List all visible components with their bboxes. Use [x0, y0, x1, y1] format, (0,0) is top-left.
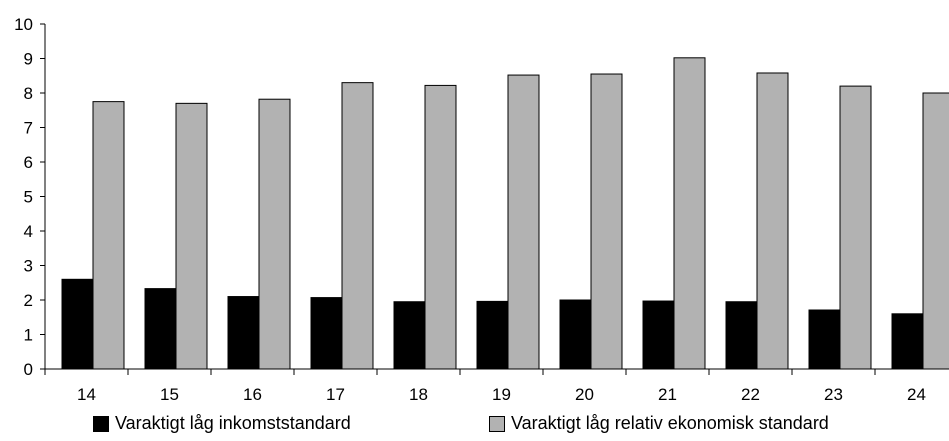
bar-series-1-15 — [144, 288, 177, 370]
x-tick-label-22: 22 — [741, 385, 760, 404]
legend-label-series-2: Varaktigt låg relativ ekonomisk standard — [511, 413, 829, 433]
bar-series-2-20 — [590, 73, 623, 370]
x-tick-label-19: 19 — [492, 385, 511, 404]
y-tick-label-10: 10 — [14, 15, 33, 34]
x-tick-label-23: 23 — [824, 385, 843, 404]
bar-series-1-24 — [891, 313, 924, 370]
y-tick-label-7: 7 — [24, 119, 33, 138]
bar-series-1-18 — [393, 301, 426, 370]
x-tick-label-20: 20 — [575, 385, 594, 404]
y-tick-label-6: 6 — [24, 153, 33, 172]
x-tick-label-16: 16 — [243, 385, 262, 404]
x-tick-label-24: 24 — [907, 385, 926, 404]
bar-series-1-22 — [725, 301, 758, 370]
bar-series-1-21 — [642, 300, 675, 370]
axes-group — [40, 23, 949, 375]
bar-series-1-23 — [808, 309, 841, 370]
y-tick-label-8: 8 — [24, 84, 33, 103]
y-tick-label-2: 2 — [24, 291, 33, 310]
y-tick-label-0: 0 — [24, 360, 33, 379]
bar-series-2-16 — [258, 98, 291, 370]
x-tick-label-17: 17 — [326, 385, 345, 404]
bar-series-2-21 — [673, 57, 706, 370]
bar-series-2-23 — [839, 85, 872, 370]
y-tick-label-5: 5 — [24, 188, 33, 207]
bar-series-2-15 — [175, 102, 208, 370]
bar-series-2-19 — [507, 74, 540, 370]
legend-label-series-1: Varaktigt låg inkomststandard — [115, 413, 351, 433]
x-tick-label-15: 15 — [160, 385, 179, 404]
legend-item-series-1: Varaktigt låg inkomststandard — [93, 413, 351, 434]
bar-series-1-19 — [476, 300, 509, 370]
bar-series-2-24 — [922, 92, 949, 370]
legend-swatch-series-2 — [489, 415, 505, 432]
bar-series-2-17 — [341, 82, 374, 370]
y-tick-label-9: 9 — [24, 50, 33, 69]
legend: Varaktigt låg inkomststandard Varaktigt … — [0, 413, 949, 439]
x-tick-label-14: 14 — [77, 385, 96, 404]
x-tick-label-18: 18 — [409, 385, 428, 404]
x-tick-label-21: 21 — [658, 385, 677, 404]
bar-series-1-20 — [559, 299, 592, 370]
bar-series-2-18 — [424, 84, 457, 370]
bar-series-2-14 — [92, 101, 125, 370]
y-tick-label-3: 3 — [24, 257, 33, 276]
y-tick-label-1: 1 — [24, 326, 33, 345]
bar-series-2-22 — [756, 72, 789, 370]
bar-series-1-17 — [310, 297, 343, 370]
bars-group — [61, 57, 949, 370]
y-tick-label-4: 4 — [24, 222, 33, 241]
bar-series-1-14 — [61, 278, 94, 370]
bar-series-1-16 — [227, 296, 260, 370]
legend-item-series-2: Varaktigt låg relativ ekonomisk standard — [489, 413, 829, 434]
legend-swatch-series-1 — [93, 415, 109, 432]
